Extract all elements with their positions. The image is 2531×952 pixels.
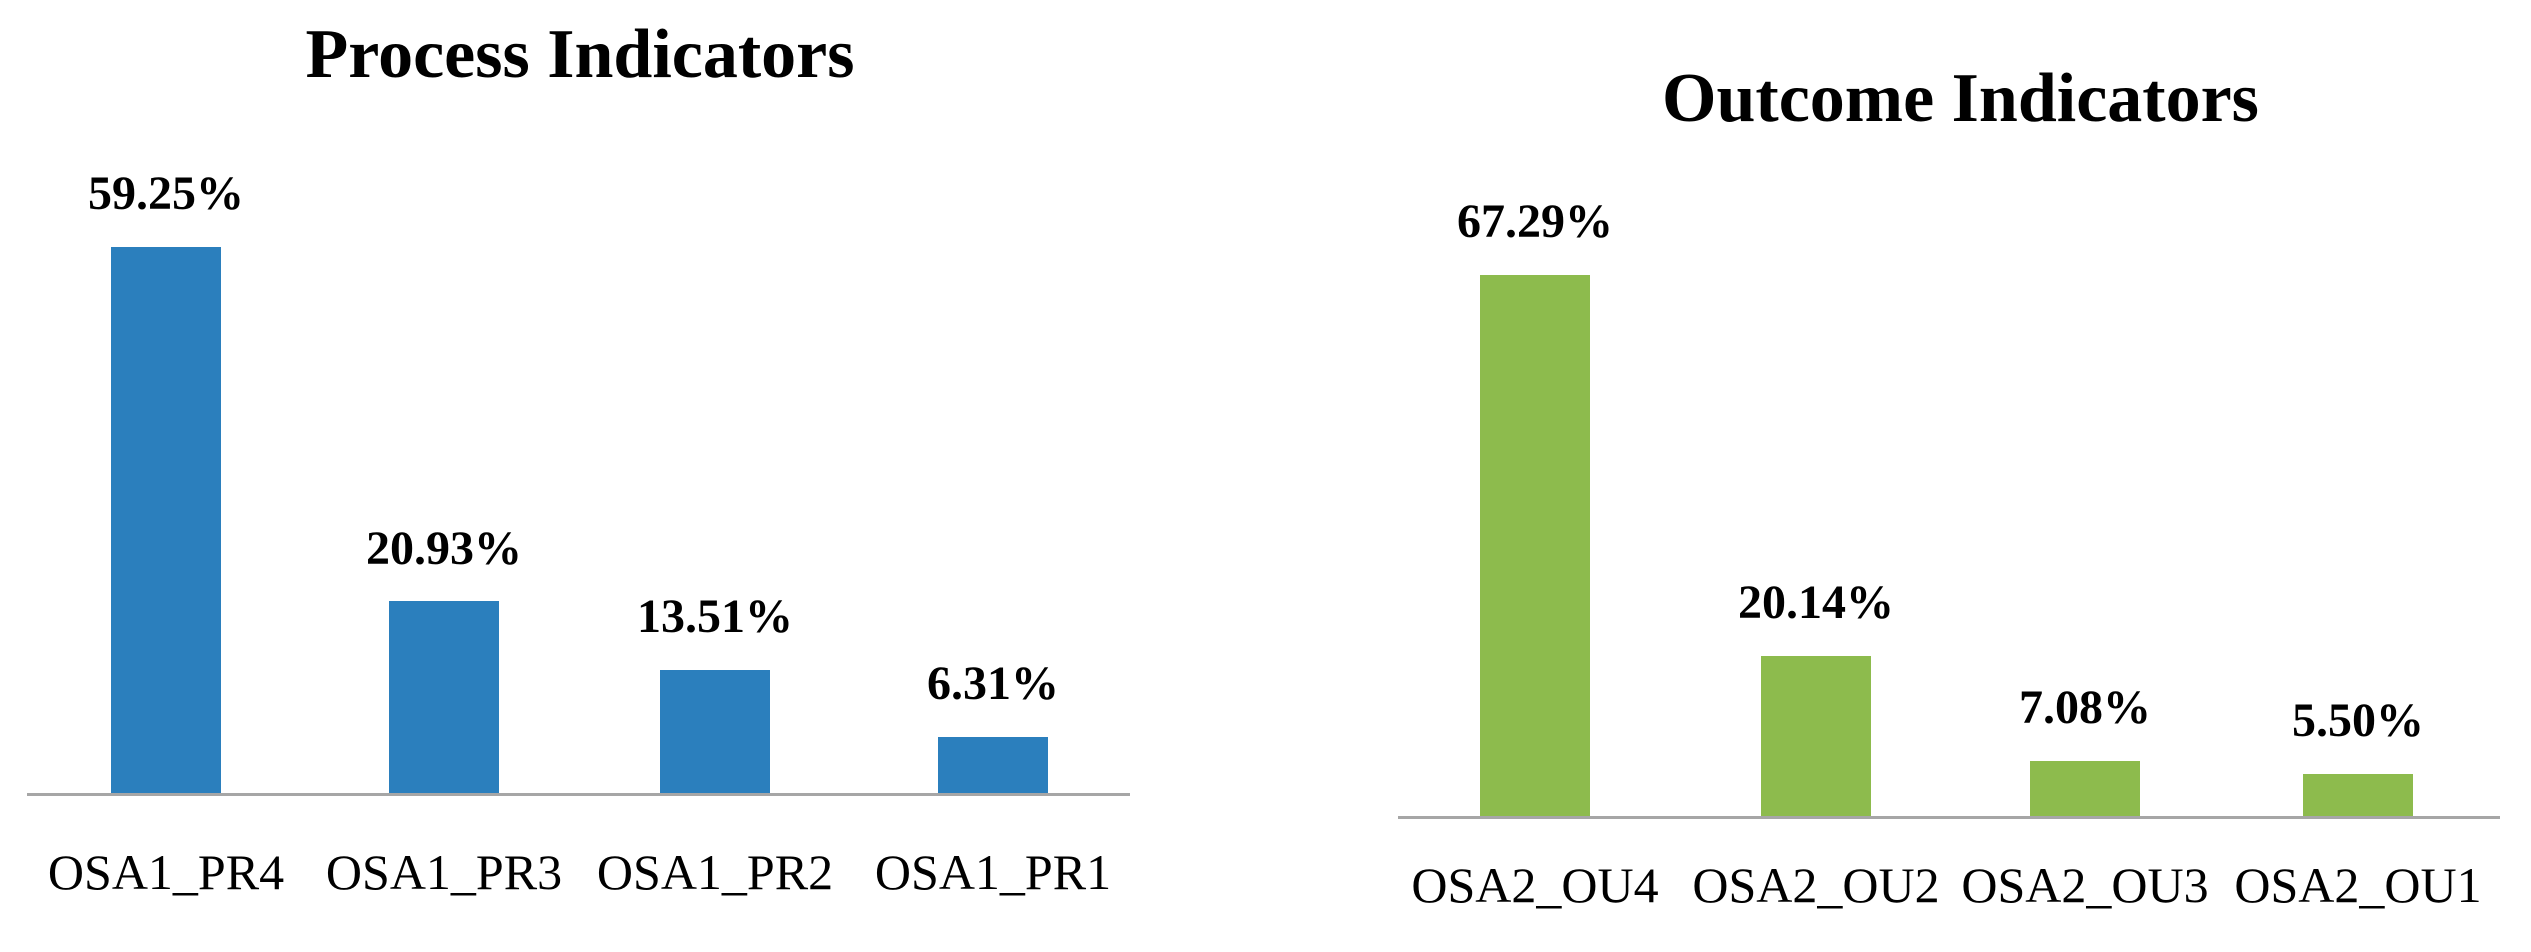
bar-osa2-ou1 bbox=[2303, 773, 2413, 818]
outcome-indicators-chart: Outcome Indicators 67.29% 20.14% 7.08% 5… bbox=[1390, 0, 2531, 952]
bar-value-label: 6.31% bbox=[927, 656, 1059, 710]
axis-label-osa2-ou3: OSA2_OU3 bbox=[1961, 857, 2209, 913]
bar-value-label: 67.29% bbox=[1457, 195, 1613, 249]
process-indicators-chart: Process Indicators 59.25% 20.93% 13.51% … bbox=[0, 0, 1160, 952]
axis-label-osa1-pr2: OSA1_PR2 bbox=[596, 844, 834, 900]
x-axis-line bbox=[27, 793, 1130, 796]
x-axis-line bbox=[1398, 816, 2500, 819]
bar-group-osa2-ou4: 67.29% bbox=[1396, 195, 1674, 818]
bar-group-osa1-pr4: 59.25% bbox=[27, 167, 305, 795]
bar-group-osa2-ou1: 5.50% bbox=[2219, 693, 2497, 818]
chart-title-process: Process Indicators bbox=[305, 16, 855, 93]
bar-value-label: 59.25% bbox=[88, 167, 244, 221]
bar-osa1-pr2 bbox=[660, 670, 770, 795]
bar-group-osa1-pr2: 13.51% bbox=[576, 590, 854, 795]
bar-group-osa1-pr3: 20.93% bbox=[305, 521, 583, 795]
bar-osa1-pr3 bbox=[389, 601, 499, 795]
bar-osa2-ou4 bbox=[1480, 275, 1590, 818]
bar-group-osa1-pr1: 6.31% bbox=[854, 656, 1132, 795]
axis-label-osa1-pr1: OSA1_PR1 bbox=[874, 844, 1112, 900]
bar-value-label: 20.93% bbox=[366, 521, 522, 575]
bar-osa1-pr1 bbox=[938, 736, 1048, 795]
bar-value-label: 7.08% bbox=[2019, 681, 2151, 735]
bar-value-label: 5.50% bbox=[2292, 693, 2424, 747]
axis-label-osa2-ou1: OSA2_OU1 bbox=[2234, 857, 2482, 913]
bar-osa1-pr4 bbox=[111, 246, 221, 795]
chart-title-outcome: Outcome Indicators bbox=[1662, 60, 2259, 137]
axis-label-osa1-pr3: OSA1_PR3 bbox=[325, 844, 563, 900]
bar-osa2-ou2 bbox=[1761, 655, 1871, 818]
bar-value-label: 20.14% bbox=[1738, 575, 1894, 629]
axis-label-osa1-pr4: OSA1_PR4 bbox=[47, 844, 285, 900]
bar-group-osa2-ou3: 7.08% bbox=[1946, 681, 2224, 818]
axis-label-osa2-ou4: OSA2_OU4 bbox=[1411, 857, 1659, 913]
bar-group-osa2-ou2: 20.14% bbox=[1677, 575, 1955, 818]
axis-label-osa2-ou2: OSA2_OU2 bbox=[1692, 857, 1940, 913]
bar-osa2-ou3 bbox=[2030, 760, 2140, 818]
bar-value-label: 13.51% bbox=[637, 590, 793, 644]
